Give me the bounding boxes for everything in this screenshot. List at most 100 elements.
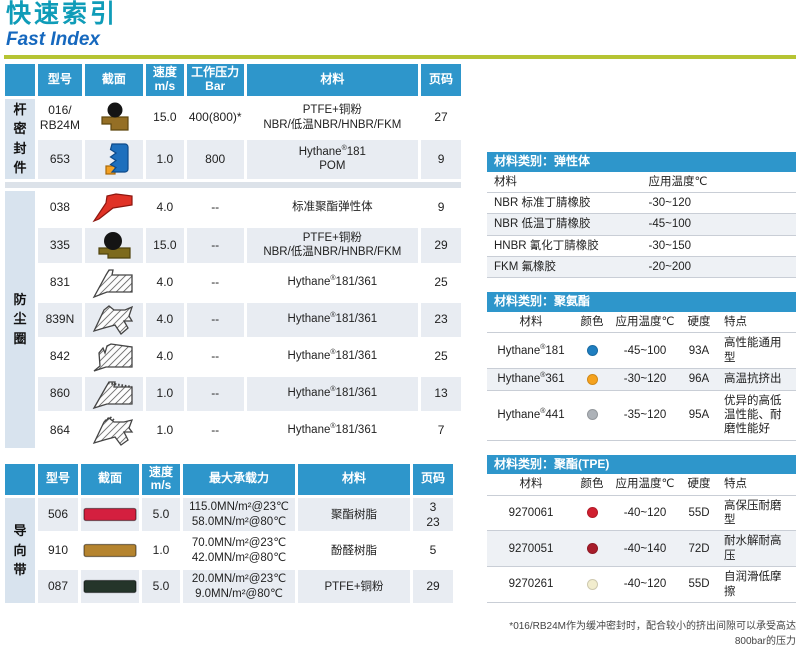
table-row: 839N 4.0 -- Hythane®181/361 23 (5, 302, 461, 337)
section-label: 防 尘 圈 (5, 190, 35, 448)
model-cell: 016/ RB24M (37, 98, 82, 138)
material-column-header: 材料 (487, 171, 642, 193)
table-row: 842 4.0 -- Hythane®181/361 25 (5, 339, 461, 374)
divider-rule (4, 55, 796, 59)
material-column-header: 颜色 (575, 312, 609, 334)
pressure-cell: 70.0MN/m²@23℃ 42.0MN/m²@80℃ (183, 534, 295, 568)
material-column-header: 特点 (717, 474, 796, 496)
column-header (5, 64, 35, 96)
table-row: 杆 密 封 件 016/ RB24M 15.0 400(800)* PTFE+铜粉 NB… (5, 98, 461, 179)
material-cell: PTFE+铜粉 NBR/低温NBR/HNBR/FKM (246, 98, 419, 138)
feature-cell: 高保压耐磨型 (717, 495, 796, 532)
column-header: 材料 (246, 64, 419, 96)
material-name: NBR 低温丁腈橡胶 (487, 213, 642, 236)
temp-cell: -40~120 (609, 495, 681, 532)
material-column-header: 应用温度℃ (641, 171, 796, 193)
table-row: 860 1.0 -- Hythane®181/361 13 (5, 376, 461, 411)
column-header: 工作压力 Bar (186, 64, 244, 96)
cross-section-icon (81, 534, 139, 568)
speed-cell: 4.0 (145, 339, 184, 374)
table-row: 导 向 带 506 5.0 115.0MN/m²@23℃ 58.0MN/m²@80℃… (5, 498, 453, 604)
table-row: 653 1.0 800 Hythane®181 POM 9 (5, 140, 461, 179)
cross-section-icon (84, 302, 143, 337)
feature-cell: 优异的高低温性能、耐磨性能好 (717, 390, 796, 441)
temp-cell: -30~120 (609, 368, 681, 391)
hardness-cell: 95A (681, 390, 717, 441)
material-name: Hythane®441 (487, 390, 575, 441)
model-cell: 910 (38, 534, 78, 568)
feature-cell: 耐水解耐高压 (717, 530, 796, 568)
material-row: HNBR 氰化丁腈橡胶 -30~150 (487, 235, 796, 258)
material-name: FKM 氟橡胶 (487, 256, 642, 279)
speed-cell: 15.0 (145, 227, 184, 263)
column-header: 型号 (37, 64, 82, 96)
model-cell: 864 (37, 413, 82, 448)
material-category-table: 材料类别：弹性体 材料 应用温度℃ NBR 标准丁腈橡胶 -30~120 NBR 低温丁腈… (487, 152, 796, 279)
table-row: 831 4.0 -- Hythane®181/361 25 (5, 265, 461, 300)
table-row: 910 1.0 70.0MN/m²@23℃ 42.0MN/m²@80℃ 酚醛树脂 5 (5, 534, 453, 568)
temp-cell: -40~140 (609, 530, 681, 568)
pressure-cell: -- (186, 413, 244, 448)
material-column-header: 硬度 (681, 474, 717, 496)
model-cell: 839N (37, 302, 82, 337)
material-cell: PTFE+铜粉 (298, 570, 410, 604)
column-header: 页码 (421, 64, 461, 96)
model-cell: 842 (37, 339, 82, 374)
material-name: HNBR 氰化丁腈橡胶 (487, 235, 642, 258)
color-cell (575, 530, 609, 568)
column-header: 页码 (413, 463, 453, 496)
table-header-row: 型号 截面 速度 m/s 最大承载力 材料 页码 (5, 463, 453, 496)
color-dot-icon (586, 543, 598, 555)
pressure-cell: -- (186, 190, 244, 225)
speed-cell: 1.0 (145, 376, 184, 411)
table-row: 335 15.0 -- PTFE+铜粉 NBR/低温NBR/HNBR/FKM 29 (5, 227, 461, 263)
page-cell: 25 (421, 339, 461, 374)
temp-cell: -40~120 (609, 566, 681, 603)
material-name: 9270051 (487, 530, 575, 568)
pressure-cell: 400(800)* (186, 98, 244, 138)
table-row: 864 1.0 -- Hythane®181/361 7 (5, 413, 461, 448)
material-column-header: 应用温度℃ (609, 312, 681, 334)
material-name: Hythane®361 (487, 368, 575, 391)
page-title-cn: 快速索引 (6, 0, 119, 28)
material-category-title: 材料类别：聚氨酯 (487, 292, 796, 313)
color-dot-icon (586, 507, 598, 519)
model-cell: 038 (37, 190, 82, 225)
cross-section-icon (81, 570, 139, 604)
page-cell: 23 (421, 302, 461, 337)
material-cell: PTFE+铜粉 NBR/低温NBR/HNBR/FKM (246, 227, 419, 263)
hardness-cell: 93A (681, 332, 717, 370)
page-cell: 29 (413, 570, 453, 604)
section-spacer (5, 181, 461, 188)
speed-cell: 1.0 (142, 534, 180, 568)
material-cell: Hythane®181/361 (246, 302, 419, 337)
column-header: 速度 m/s (145, 64, 184, 96)
section-label: 导 向 带 (5, 498, 35, 604)
color-cell (575, 495, 609, 532)
table-row: 防 尘 圈 038 4.0 -- 标准聚酯弹性体 9 (5, 190, 461, 448)
speed-cell: 5.0 (142, 498, 180, 532)
material-header-row: 材料 应用温度℃ (487, 171, 796, 193)
material-name: NBR 标准丁腈橡胶 (487, 192, 642, 215)
material-column-header: 材料 (487, 474, 575, 496)
material-row: 9270051 -40~140 72D 耐水解耐高压 (487, 530, 796, 568)
pressure-cell: 800 (186, 140, 244, 179)
material-name: Hythane®181 (487, 332, 575, 370)
material-tables: 材料类别：弹性体 材料 应用温度℃ NBR 标准丁腈橡胶 -30~120 NBR 低温丁腈… (487, 152, 796, 603)
column-header: 截面 (84, 64, 143, 96)
column-header: 材料 (298, 463, 410, 496)
feature-cell: 自润滑低摩擦 (717, 566, 796, 603)
speed-cell: 15.0 (145, 98, 184, 138)
speed-cell: 4.0 (145, 190, 184, 225)
material-row: 9270261 -40~120 55D 自润滑低摩擦 (487, 566, 796, 603)
material-name: 9270061 (487, 495, 575, 532)
cross-section-icon (81, 498, 139, 532)
material-category-table: 材料类别：聚酯(TPE) 材料 颜色 应用温度℃ 硬度 特点 9270061 -40~120 5… (487, 454, 796, 603)
column-header: 速度 m/s (142, 463, 180, 496)
page-title-en: Fast Index (6, 28, 100, 50)
color-cell (575, 368, 609, 391)
cross-section-icon (84, 140, 143, 179)
color-cell (575, 566, 609, 603)
speed-cell: 4.0 (145, 265, 184, 300)
cross-section-icon (84, 413, 143, 448)
